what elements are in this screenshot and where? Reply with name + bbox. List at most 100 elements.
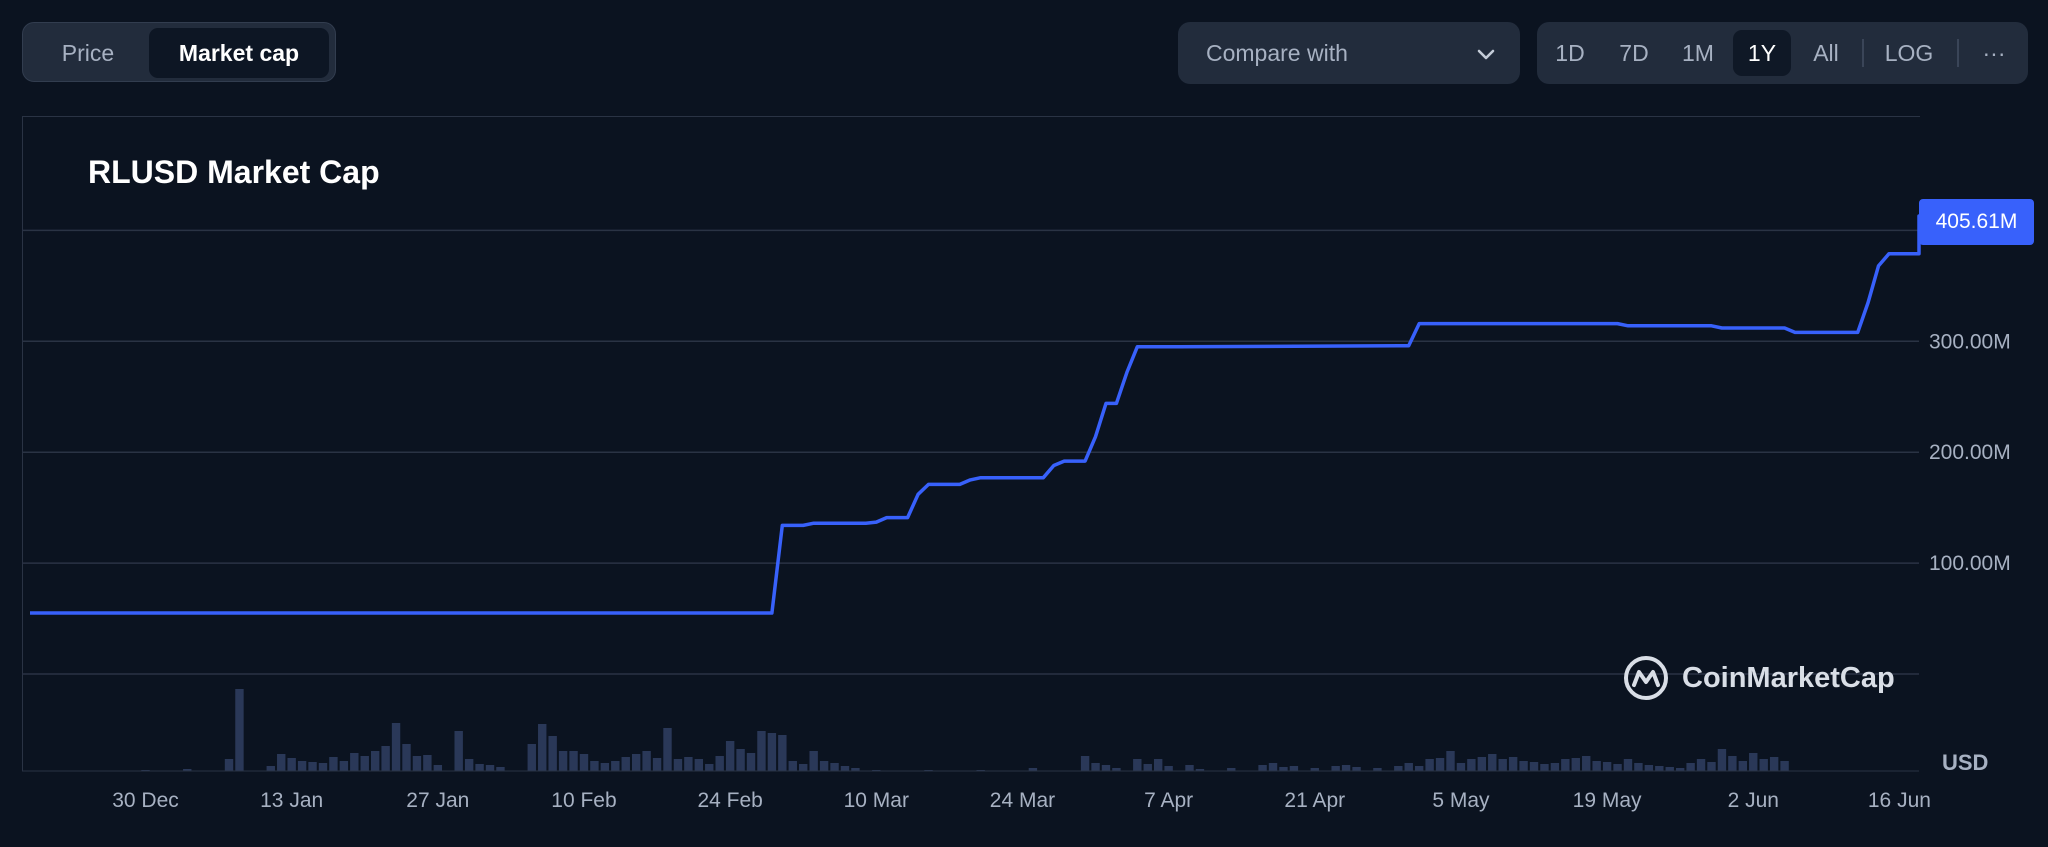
volume-bar [548, 736, 557, 771]
volume-bar [778, 735, 787, 771]
y-tick-label: 200.00M [1929, 441, 2011, 464]
volume-bar [1540, 764, 1549, 771]
current-value-tag: 405.61M [1919, 199, 2034, 245]
volume-bar [183, 769, 192, 771]
volume-bar [809, 751, 818, 771]
time-range-selector: 1D 7D 1M 1Y All LOG ··· [1537, 22, 2028, 84]
volume-bar [569, 751, 578, 771]
volume-bar [725, 741, 735, 771]
volume-bar [454, 731, 463, 771]
volume-bar [1435, 758, 1445, 771]
volume-bar [600, 763, 610, 771]
x-tick-label: 13 Jan [260, 789, 323, 812]
volume-bar [1341, 765, 1351, 771]
currency-label: USD [1942, 750, 1989, 775]
chart-title: RLUSD Market Cap [88, 154, 380, 190]
volume-bar [423, 755, 432, 771]
volume-bar [663, 728, 672, 771]
volume-bar [1550, 763, 1560, 771]
volume-bar [1759, 759, 1768, 771]
volume-bar [673, 759, 683, 771]
x-tick-label: 27 Jan [406, 789, 469, 812]
volume-bar [830, 763, 839, 771]
volume-bar [1582, 756, 1591, 771]
volume-bar [1613, 764, 1622, 771]
volume-bar [433, 765, 443, 771]
volume-bar [391, 723, 401, 771]
volume-bar [746, 753, 756, 771]
range-1m-button[interactable]: 1M [1682, 40, 1714, 66]
volume-bar [1185, 765, 1194, 771]
volume-bar [799, 764, 808, 771]
log-scale-button[interactable]: LOG [1884, 40, 1934, 66]
volume-bar [1279, 767, 1288, 771]
volume-bar [1352, 767, 1361, 771]
volume-bar [819, 761, 829, 771]
volume-bar [475, 764, 484, 771]
volume-bar [1258, 765, 1267, 771]
volume-bar [1623, 759, 1633, 771]
volume-bar [1717, 749, 1727, 771]
range-divider [1957, 39, 1959, 67]
volume-bar [1675, 768, 1685, 771]
volume-bar [1561, 759, 1570, 771]
y-tick-label: 300.00M [1929, 330, 2011, 353]
volume-bar [1749, 753, 1758, 771]
volume-bar [1467, 759, 1476, 771]
volume-bar [642, 751, 651, 771]
volume-bar [1331, 766, 1340, 771]
compare-with-dropdown[interactable]: Compare with [1178, 22, 1520, 84]
range-7d-button[interactable]: 7D [1619, 40, 1649, 66]
volume-bar [1164, 766, 1173, 771]
chevron-down-icon [1477, 49, 1495, 60]
volume-bar [1696, 759, 1706, 771]
volume-bar [1571, 758, 1580, 771]
volume-bar [235, 689, 244, 771]
volume-bar [1634, 763, 1643, 771]
volume-bar [339, 761, 349, 771]
volume-bar [1456, 763, 1466, 771]
x-tick-label: 19 May [1573, 789, 1642, 812]
volume-bar [1112, 768, 1121, 771]
volume-bar [370, 751, 380, 771]
x-tick-label: 7 Apr [1144, 789, 1193, 812]
chart-area [22, 116, 1920, 771]
volume-bar [579, 754, 589, 771]
volume-bar [1665, 767, 1674, 771]
volume-bar [1446, 751, 1455, 771]
range-1d-button[interactable]: 1D [1555, 40, 1585, 66]
volume-bar [1592, 761, 1601, 771]
volume-bar [266, 766, 275, 771]
range-divider [1862, 39, 1864, 67]
volume-bar [1655, 766, 1664, 771]
volume-bar [360, 756, 369, 771]
x-tick-label: 30 Dec [112, 789, 179, 812]
volume-bar [1508, 757, 1518, 771]
volume-bar [1028, 768, 1038, 771]
range-1y-button[interactable]: 1Y [1733, 30, 1791, 76]
volume-bar [1080, 756, 1090, 771]
volume-bar [527, 744, 536, 771]
volume-bar [224, 759, 234, 771]
volume-bar [1414, 766, 1424, 771]
price-tab[interactable]: Price [61, 40, 115, 66]
volume-bar [590, 761, 599, 771]
market-cap-tab[interactable]: Market cap [149, 28, 329, 78]
volume-bar [464, 759, 474, 771]
volume-bar [1143, 764, 1152, 771]
volume-bar [1373, 768, 1382, 771]
volume-bar [318, 763, 328, 771]
volume-bar [1101, 765, 1111, 771]
volume-bar [621, 757, 630, 771]
x-tick-label: 2 Jun [1728, 789, 1779, 812]
volume-bar [1488, 754, 1497, 771]
watermark-text: CoinMarketCap [1682, 662, 1895, 694]
range-all-button[interactable]: All [1813, 40, 1839, 66]
volume-bar [1394, 766, 1403, 771]
volume-bar [412, 756, 422, 771]
volume-bar [767, 733, 777, 771]
volume-bar [485, 765, 495, 771]
more-options-button[interactable]: ··· [1982, 40, 2006, 66]
x-tick-label: 10 Feb [551, 789, 616, 812]
